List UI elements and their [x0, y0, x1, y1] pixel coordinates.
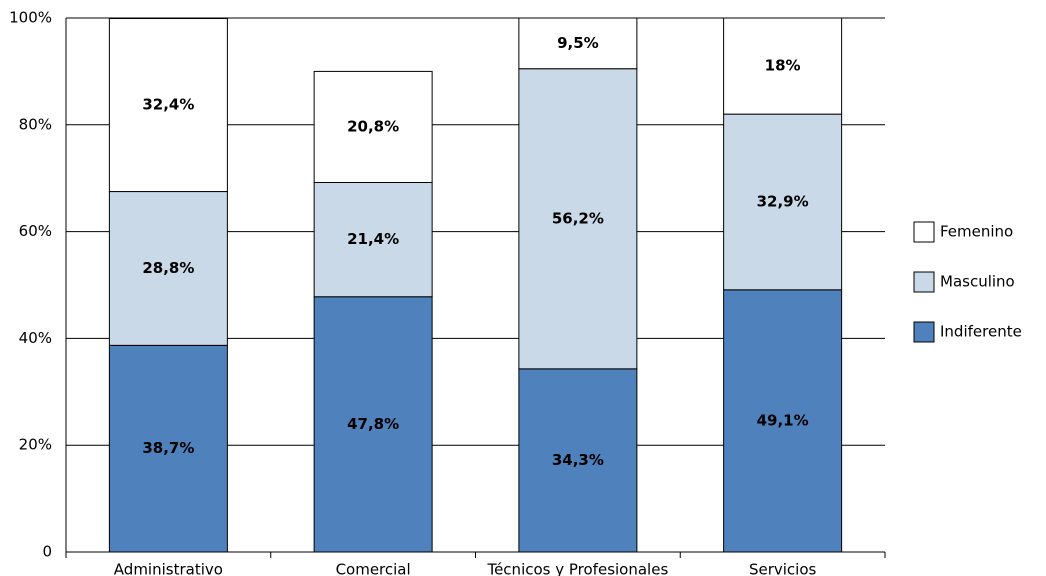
legend-swatch — [913, 221, 935, 243]
bar-segment — [723, 289, 843, 553]
y-tick-label: 40% — [19, 329, 52, 347]
bar-segment — [108, 191, 228, 346]
y-tick-label: 20% — [19, 436, 52, 454]
bar-segment — [518, 17, 638, 70]
data-label: 32,4% — [142, 96, 194, 114]
data-label: 32,9% — [757, 192, 809, 210]
legend-label: Femenino — [940, 223, 1013, 241]
data-label: 18% — [765, 57, 801, 75]
bar-segment — [518, 368, 638, 553]
data-label: 28,8% — [142, 259, 194, 277]
data-label: 21,4% — [347, 230, 399, 248]
data-label: 34,3% — [552, 451, 604, 469]
bar-segment — [313, 181, 433, 298]
bar-segment — [518, 68, 638, 370]
legend-swatch — [913, 271, 935, 293]
bar-segment — [723, 113, 843, 291]
data-label: 20,8% — [347, 117, 399, 135]
data-label: 49,1% — [757, 411, 809, 429]
bar-segment — [313, 70, 433, 183]
x-tick-label: Servicios — [749, 561, 817, 576]
data-label: 9,5% — [557, 34, 599, 52]
bar-segment — [723, 17, 843, 115]
x-tick-label: Comercial — [336, 561, 411, 576]
y-tick-label: 100% — [9, 9, 52, 27]
legend-swatch — [913, 321, 935, 343]
data-label: 47,8% — [347, 415, 399, 433]
x-tick-label: Técnicos y Profesionales — [486, 561, 668, 576]
legend-label: Indiferente — [940, 323, 1022, 341]
bar-segment — [108, 18, 228, 193]
legend-label: Masculino — [940, 273, 1015, 291]
y-tick-label: 80% — [19, 115, 52, 133]
y-tick-label: 0 — [42, 543, 52, 561]
data-label: 56,2% — [552, 209, 604, 227]
y-tick-label: 60% — [19, 222, 52, 240]
x-tick-label: Administrativo — [114, 561, 223, 576]
data-label: 38,7% — [142, 439, 194, 457]
bar-segment — [108, 344, 228, 553]
